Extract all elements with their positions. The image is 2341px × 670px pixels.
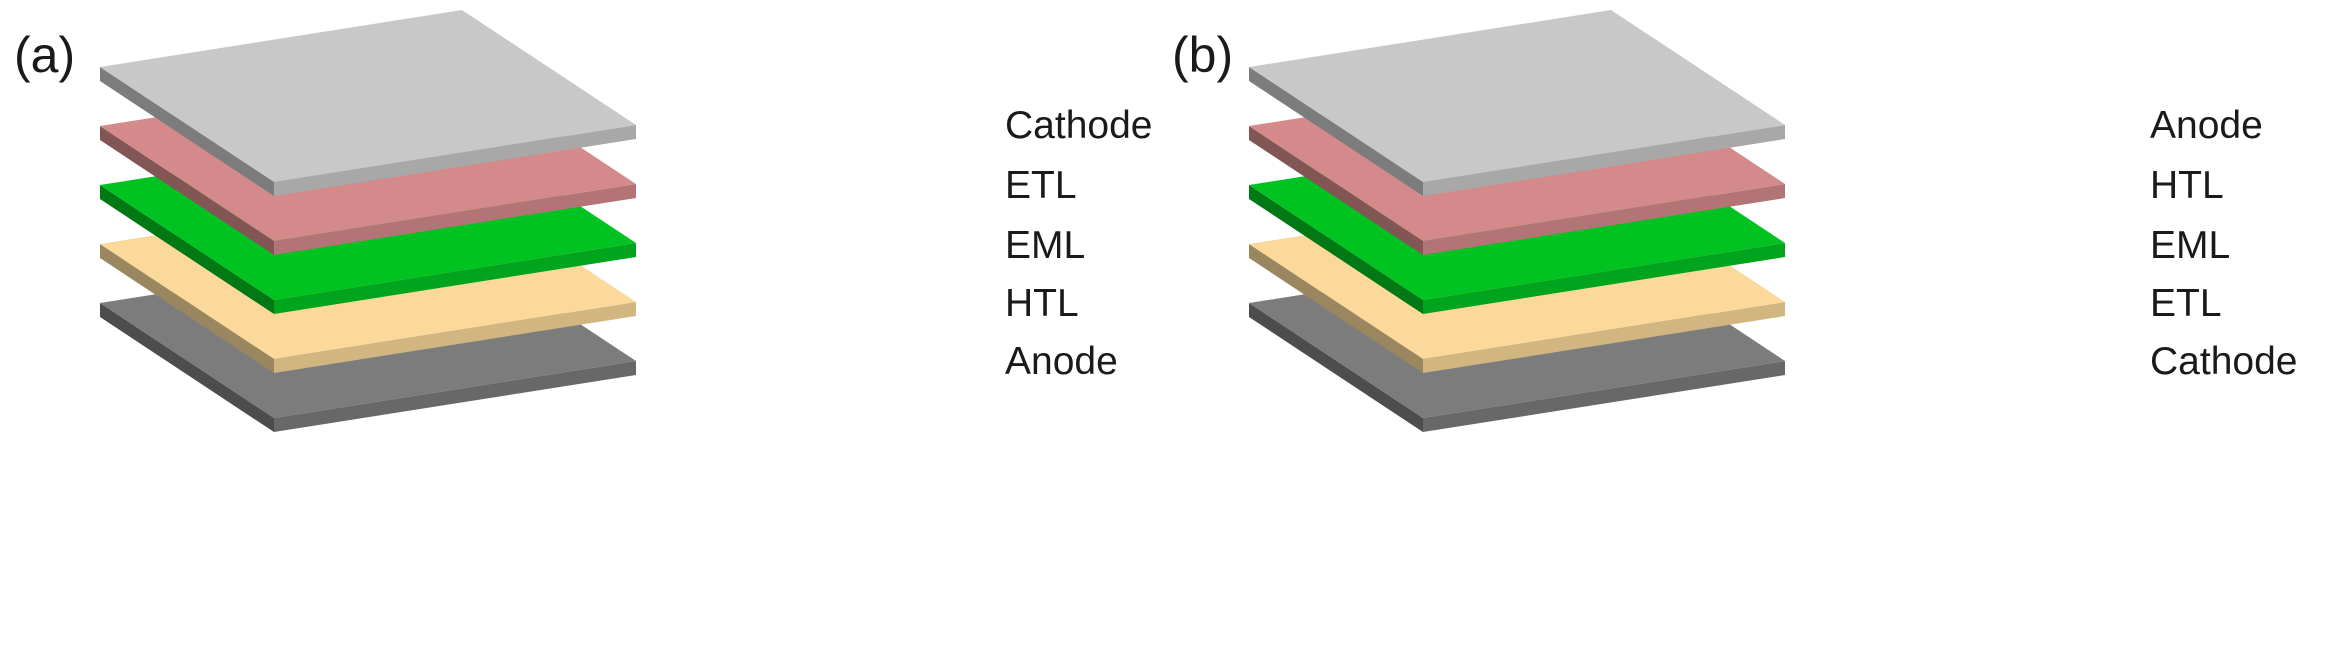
layer-eml-front-side — [274, 243, 636, 314]
layer-anode-left-side — [1249, 67, 1423, 196]
layer-label-eml: EML — [2150, 224, 2230, 267]
layer-eml-left-side — [1249, 185, 1423, 314]
layer-eml-front-side — [1423, 243, 1785, 314]
layer-anode-top-face — [1249, 10, 1785, 182]
layer-anode — [1249, 10, 1785, 196]
panel-b-label: (b) — [1172, 27, 1233, 83]
layer-cathode-left-side — [1249, 303, 1423, 432]
layer-etl-left-side — [100, 126, 274, 255]
layer-label-etl: ETL — [1005, 164, 1077, 207]
layer-label-eml: EML — [1005, 224, 1085, 267]
layer-etl-left-side — [1249, 244, 1423, 373]
layer-label-htl: HTL — [1005, 282, 1079, 325]
layer-htl-front-side — [274, 302, 636, 373]
layer-cathode — [100, 10, 636, 196]
panel-a-layer-labels: Cathode ETL EML HTL Anode — [1005, 104, 1152, 383]
panel-a-label: (a) — [14, 27, 75, 83]
layer-label-htl: HTL — [2150, 164, 2224, 207]
panel-b-layer-labels: Anode HTL EML ETL Cathode — [2150, 104, 2297, 383]
layer-etl-front-side — [274, 184, 636, 255]
layer-label-anode: Anode — [2150, 104, 2263, 147]
layer-htl-left-side — [1249, 126, 1423, 255]
layer-htl-left-side — [100, 244, 274, 373]
layer-cathode-front-side — [1423, 361, 1785, 432]
layer-cathode-top-face — [100, 10, 636, 182]
layer-anode-front-side — [274, 361, 636, 432]
layer-label-anode: Anode — [1005, 340, 1118, 383]
panel-a: (a) Cathode ETL EML HTL Anode — [14, 10, 1152, 432]
layer-anode-left-side — [100, 303, 274, 432]
layer-label-cathode: Cathode — [2150, 340, 2297, 383]
layer-htl-front-side — [1423, 184, 1785, 255]
panel-b-layer-stack — [1249, 10, 1785, 432]
panel-a-layer-stack — [100, 10, 636, 432]
layer-anode-front-side — [1423, 125, 1785, 196]
layer-eml-left-side — [100, 185, 274, 314]
layer-etl-front-side — [1423, 302, 1785, 373]
layer-label-cathode: Cathode — [1005, 104, 1152, 147]
layer-label-etl: ETL — [2150, 282, 2222, 325]
layer-cathode-front-side — [274, 125, 636, 196]
layer-cathode-left-side — [100, 67, 274, 196]
panel-b: (b) Anode HTL EML ETL Cathode — [1172, 10, 2297, 432]
